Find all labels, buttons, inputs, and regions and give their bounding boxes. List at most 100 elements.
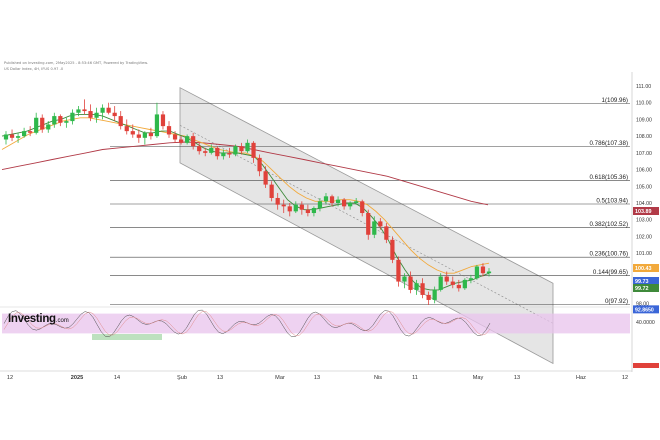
chart-header-line1: Published on Investing.com, 2May2025 - 8…: [4, 61, 148, 65]
candle-body: [348, 203, 353, 207]
candle-body: [112, 112, 117, 117]
candle-body: [396, 259, 401, 282]
chart-header-line2: US Dollar Index, 4H, IFUS 0.97 -0: [4, 67, 64, 71]
osc-value-label: 92.8650: [635, 307, 654, 313]
candle-body: [275, 197, 280, 205]
candle-body: [420, 283, 425, 295]
candle-body: [305, 209, 310, 214]
candle-body: [257, 157, 262, 172]
candle-body: [486, 271, 492, 274]
price-tick-label: 106.00: [636, 168, 652, 174]
candle-body: [299, 204, 304, 210]
candlesticks: [3, 99, 492, 305]
stochastic-oscillator: 92.8650 40.0000: [0, 305, 659, 368]
price-tick-label: 104.00: [636, 201, 652, 207]
candle-body: [456, 284, 461, 289]
candle-body: [408, 276, 413, 290]
candle-body: [335, 199, 341, 203]
candle-body: [40, 117, 45, 130]
candle-body: [432, 289, 437, 300]
candle-body: [293, 204, 298, 212]
candle-body: [64, 121, 69, 123]
candle-body: [15, 136, 21, 138]
candle-body: [474, 266, 480, 279]
candle-body: [21, 131, 27, 137]
osc-value-badge: [633, 305, 659, 314]
ma-slow-line: [1, 141, 489, 206]
osc-tick-label: 40.0000: [636, 320, 655, 326]
candle-body: [378, 221, 383, 227]
candle-body: [360, 201, 365, 214]
candle-body: [118, 116, 123, 127]
time-tick-label: 13: [314, 375, 320, 381]
candle-body: [372, 221, 377, 235]
time-tick-label: 13: [514, 375, 520, 381]
candle-body: [390, 239, 395, 260]
candle-body: [46, 124, 51, 130]
candle-body: [468, 278, 474, 280]
candle-body: [106, 107, 111, 113]
fib-label-0.786: 0.786(107.38): [589, 140, 628, 147]
brand-name: Investing: [8, 313, 56, 325]
osc-zone: [92, 334, 162, 340]
price-axis: 111.00 110.00 109.00 108.00 107.00 106.00 105.…: [631, 72, 652, 372]
fib-label-0: 0(97.92): [605, 298, 628, 305]
price-badge-label: 99.73: [635, 279, 649, 285]
candle-body: [70, 112, 75, 122]
candle-body: [317, 201, 323, 209]
candle-body: [124, 126, 129, 132]
candle-body: [88, 111, 93, 118]
candle-body: [160, 114, 166, 127]
candle-body: [28, 131, 33, 133]
time-tick-label: 11: [412, 375, 418, 381]
price-tick-label: 98.00: [636, 301, 649, 307]
candle-body: [178, 139, 184, 143]
candle-body: [281, 204, 286, 207]
time-axis: 12 2025 14 Şub 13 Mar 13 Nis 11 May 13 Haz 12: [0, 370, 632, 381]
candle-body: [414, 283, 419, 290]
candle-body: [233, 146, 238, 155]
price-badge: [633, 284, 659, 292]
candle-body: [197, 146, 202, 152]
candle-body: [311, 208, 317, 214]
osc-low-badge: [633, 363, 659, 368]
price-badge: [633, 264, 659, 272]
stoch-d-line: [3, 311, 491, 337]
candle-body: [462, 279, 467, 289]
price-badge-label: 103.89: [635, 209, 652, 215]
candle-body: [366, 213, 371, 235]
candle-body: [166, 126, 172, 135]
candle-body: [287, 206, 292, 212]
time-tick-label: 14: [114, 375, 120, 381]
candle-body: [450, 281, 455, 285]
candle-body: [52, 116, 57, 125]
candle-body: [269, 184, 274, 198]
price-tick-label: 109.00: [636, 117, 652, 123]
price-tick-label: 110.00: [636, 101, 652, 107]
candle-body: [402, 276, 407, 282]
price-tick-label: 108.00: [636, 134, 652, 140]
candle-body: [148, 132, 154, 137]
candle-body: [209, 147, 214, 153]
candle-body: [245, 142, 250, 152]
candle-body: [34, 117, 39, 133]
candle-body: [227, 152, 232, 155]
candle-body: [191, 136, 196, 147]
candle-body: [341, 199, 347, 207]
price-tick-label: 103.00: [636, 218, 652, 224]
investing-logo: Investing.com: [8, 309, 69, 327]
time-tick-label: Haz: [576, 375, 586, 381]
time-tick-label: May: [473, 375, 484, 381]
time-tick-label: Şub: [177, 375, 187, 381]
brand-suffix: .com: [55, 318, 69, 324]
price-badge-label: 100.43: [635, 266, 652, 272]
fib-label-0.236: 0.236(100.76): [589, 251, 628, 258]
time-tick-label: 12: [7, 375, 13, 381]
price-badge: [633, 277, 659, 285]
fib-label-0.5: 0.5(103.94): [596, 198, 628, 205]
fib-label-0.618: 0.618(105.36): [589, 174, 628, 181]
candle-body: [323, 196, 329, 202]
candle-body: [172, 134, 178, 140]
